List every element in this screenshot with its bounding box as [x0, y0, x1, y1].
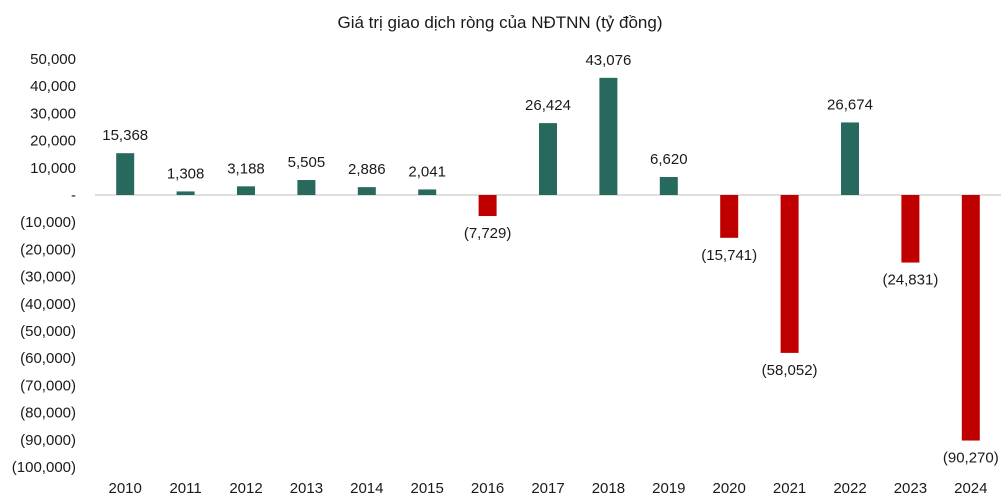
- bar: [418, 189, 437, 195]
- x-tick-label: 2022: [833, 480, 866, 497]
- y-tick-label: (30,000): [20, 269, 76, 286]
- y-tick-label: (70,000): [20, 377, 76, 394]
- x-tick-label: 2016: [471, 480, 504, 497]
- x-tick-label: 2010: [109, 480, 142, 497]
- y-tick-label: 50,000: [30, 51, 76, 68]
- bar: [720, 195, 739, 238]
- data-label: 6,620: [650, 151, 688, 168]
- y-tick-label: (100,000): [12, 459, 76, 476]
- y-tick-label: 10,000: [30, 160, 76, 177]
- y-tick-label: (60,000): [20, 350, 76, 367]
- bar-series: [116, 77, 980, 441]
- data-label: (7,729): [464, 225, 512, 242]
- x-tick-label: 2014: [350, 480, 383, 497]
- bar: [599, 77, 618, 195]
- y-tick-label: (20,000): [20, 241, 76, 258]
- bar: [841, 122, 859, 195]
- data-label: (58,052): [762, 362, 818, 379]
- x-tick-label: 2020: [713, 480, 746, 497]
- chart-title: Giá trị giao dịch ròng của NĐTNN (tỷ đồn…: [337, 13, 662, 32]
- data-label: 3,188: [227, 160, 265, 177]
- bar: [901, 195, 920, 263]
- x-tick-label: 2015: [411, 480, 444, 497]
- y-tick-label: 40,000: [30, 78, 76, 95]
- bar: [539, 123, 557, 195]
- x-tick-label: 2024: [954, 480, 987, 497]
- data-label: 1,308: [167, 165, 205, 182]
- data-label: 26,424: [525, 97, 571, 114]
- y-tick-label: (10,000): [20, 214, 76, 231]
- x-tick-label: 2021: [773, 480, 806, 497]
- y-tick-label: 20,000: [30, 133, 76, 150]
- x-tick-label: 2012: [229, 480, 262, 497]
- data-label: 26,674: [827, 96, 873, 113]
- y-tick-label: 30,000: [30, 105, 76, 122]
- y-tick-label: (50,000): [20, 323, 76, 340]
- data-labels: 15,368 1,308 3,188 5,505 2,886 2,041 (7,729) 26…: [102, 52, 998, 467]
- bar: [659, 176, 678, 195]
- y-axis: 50,000 40,000 30,000 20,000 10,000 - (10,000) (…: [12, 51, 1001, 476]
- y-tick-label: -: [71, 187, 76, 204]
- x-tick-label: 2018: [592, 480, 625, 497]
- bar: [478, 195, 497, 217]
- y-tick-label: (80,000): [20, 405, 76, 422]
- bar: [176, 191, 195, 195]
- data-label: 5,505: [288, 154, 326, 171]
- x-tick-label: 2019: [652, 480, 685, 497]
- y-tick-label: (40,000): [20, 296, 76, 313]
- x-axis: 2010 2011 2012 2013 2014 2015 2016 2017 2018 2019…: [109, 480, 988, 497]
- bar: [297, 180, 316, 195]
- x-tick-label: 2011: [169, 480, 201, 497]
- data-label: 2,886: [348, 161, 386, 178]
- y-tick-label: (90,000): [20, 432, 76, 449]
- data-label: 2,041: [408, 163, 446, 180]
- data-label: (15,741): [701, 247, 757, 264]
- x-tick-label: 2023: [894, 480, 927, 497]
- bar: [237, 186, 255, 195]
- bar: [961, 195, 980, 441]
- bar: [116, 153, 135, 195]
- data-label: 43,076: [585, 52, 631, 69]
- x-tick-label: 2017: [531, 480, 564, 497]
- data-label: (24,831): [882, 272, 938, 289]
- data-label: 15,368: [102, 127, 148, 144]
- bar: [780, 195, 799, 353]
- data-label: (90,270): [943, 450, 999, 467]
- bar: [357, 187, 376, 195]
- x-tick-label: 2013: [290, 480, 323, 497]
